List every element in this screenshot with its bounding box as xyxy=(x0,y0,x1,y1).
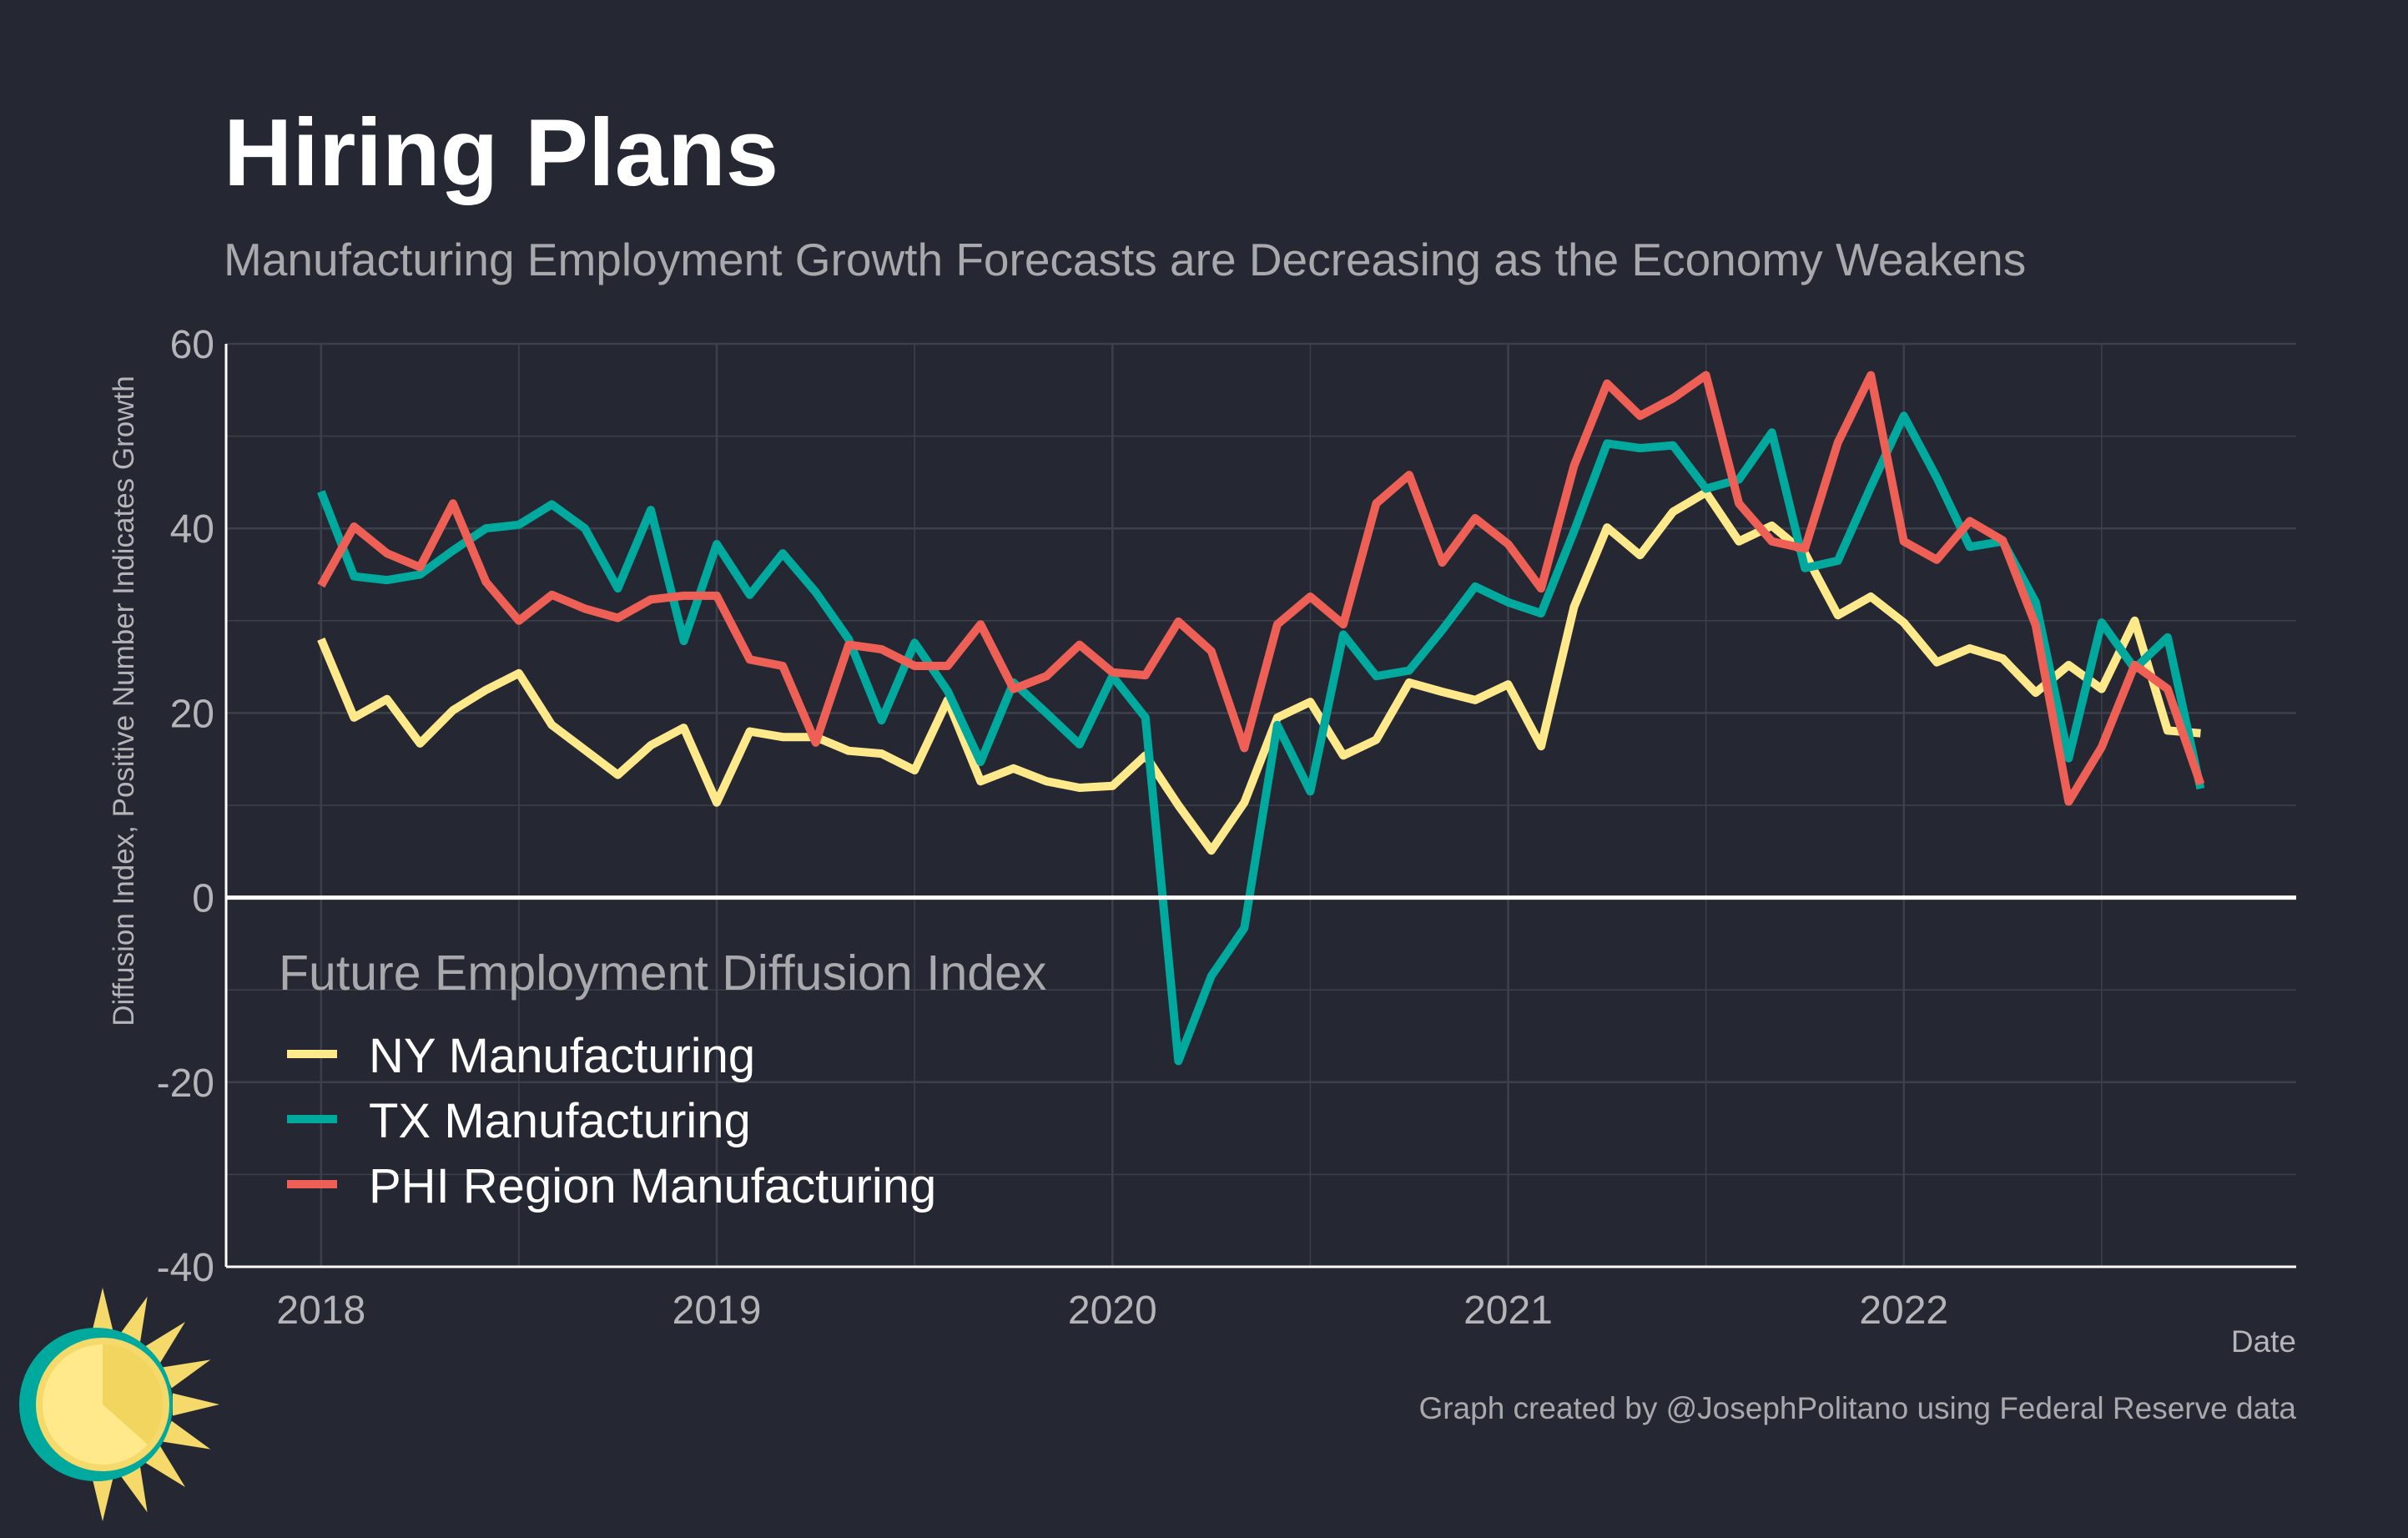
footer-credit: Graph created by @JosephPolitano using F… xyxy=(1418,1391,2296,1425)
chart-subtitle: Manufacturing Employment Growth Forecast… xyxy=(224,234,2026,285)
x-tick-label: 2018 xyxy=(276,1288,365,1333)
sun-ray xyxy=(144,1445,185,1487)
sun-ray xyxy=(163,1420,211,1450)
y-axis-label: Diffusion Index, Positive Number Indicat… xyxy=(108,376,140,1026)
sun-ray xyxy=(172,1393,219,1416)
legend-item: TX Manufacturing xyxy=(369,1094,751,1148)
sun-ray xyxy=(118,1296,148,1344)
sun-ray xyxy=(144,1322,185,1364)
series-lines xyxy=(317,371,2205,1066)
y-tick-label: 20 xyxy=(170,692,214,736)
y-tick-labels: 60 40 20 0 -20 -40 xyxy=(157,323,214,1290)
x-tick-label: 2021 xyxy=(1463,1288,1553,1333)
legend-title: Future Employment Diffusion Index xyxy=(279,945,1046,1001)
y-tick-label: -20 xyxy=(157,1061,214,1106)
axes xyxy=(224,344,2296,1268)
y-tick-label: 40 xyxy=(170,507,214,552)
sun-ray xyxy=(91,1474,114,1521)
x-tick-labels: 2018 2019 2020 2021 2022 xyxy=(276,1288,1948,1333)
sun-logo-icon xyxy=(19,1288,219,1521)
y-tick-label: 60 xyxy=(170,323,214,367)
x-tick-label: 2020 xyxy=(1068,1288,1157,1333)
legend: Future Employment Diffusion Index NY Man… xyxy=(279,945,1046,1213)
x-axis-label: Date xyxy=(2231,1324,2296,1359)
series-line-phi-region-manufacturing xyxy=(317,371,2205,806)
y-tick-label: -40 xyxy=(157,1246,214,1290)
sun-ray xyxy=(118,1465,148,1513)
y-tick-label: 0 xyxy=(192,877,214,921)
sun-ray xyxy=(163,1359,211,1389)
x-tick-label: 2022 xyxy=(1859,1288,1948,1333)
chart-title: Hiring Plans xyxy=(224,100,778,206)
legend-item: PHI Region Manufacturing xyxy=(369,1159,936,1213)
x-tick-label: 2019 xyxy=(673,1288,762,1333)
sun-ray xyxy=(91,1288,114,1335)
series-line-ny-manufacturing xyxy=(317,488,2201,855)
legend-item: NY Manufacturing xyxy=(369,1029,755,1083)
